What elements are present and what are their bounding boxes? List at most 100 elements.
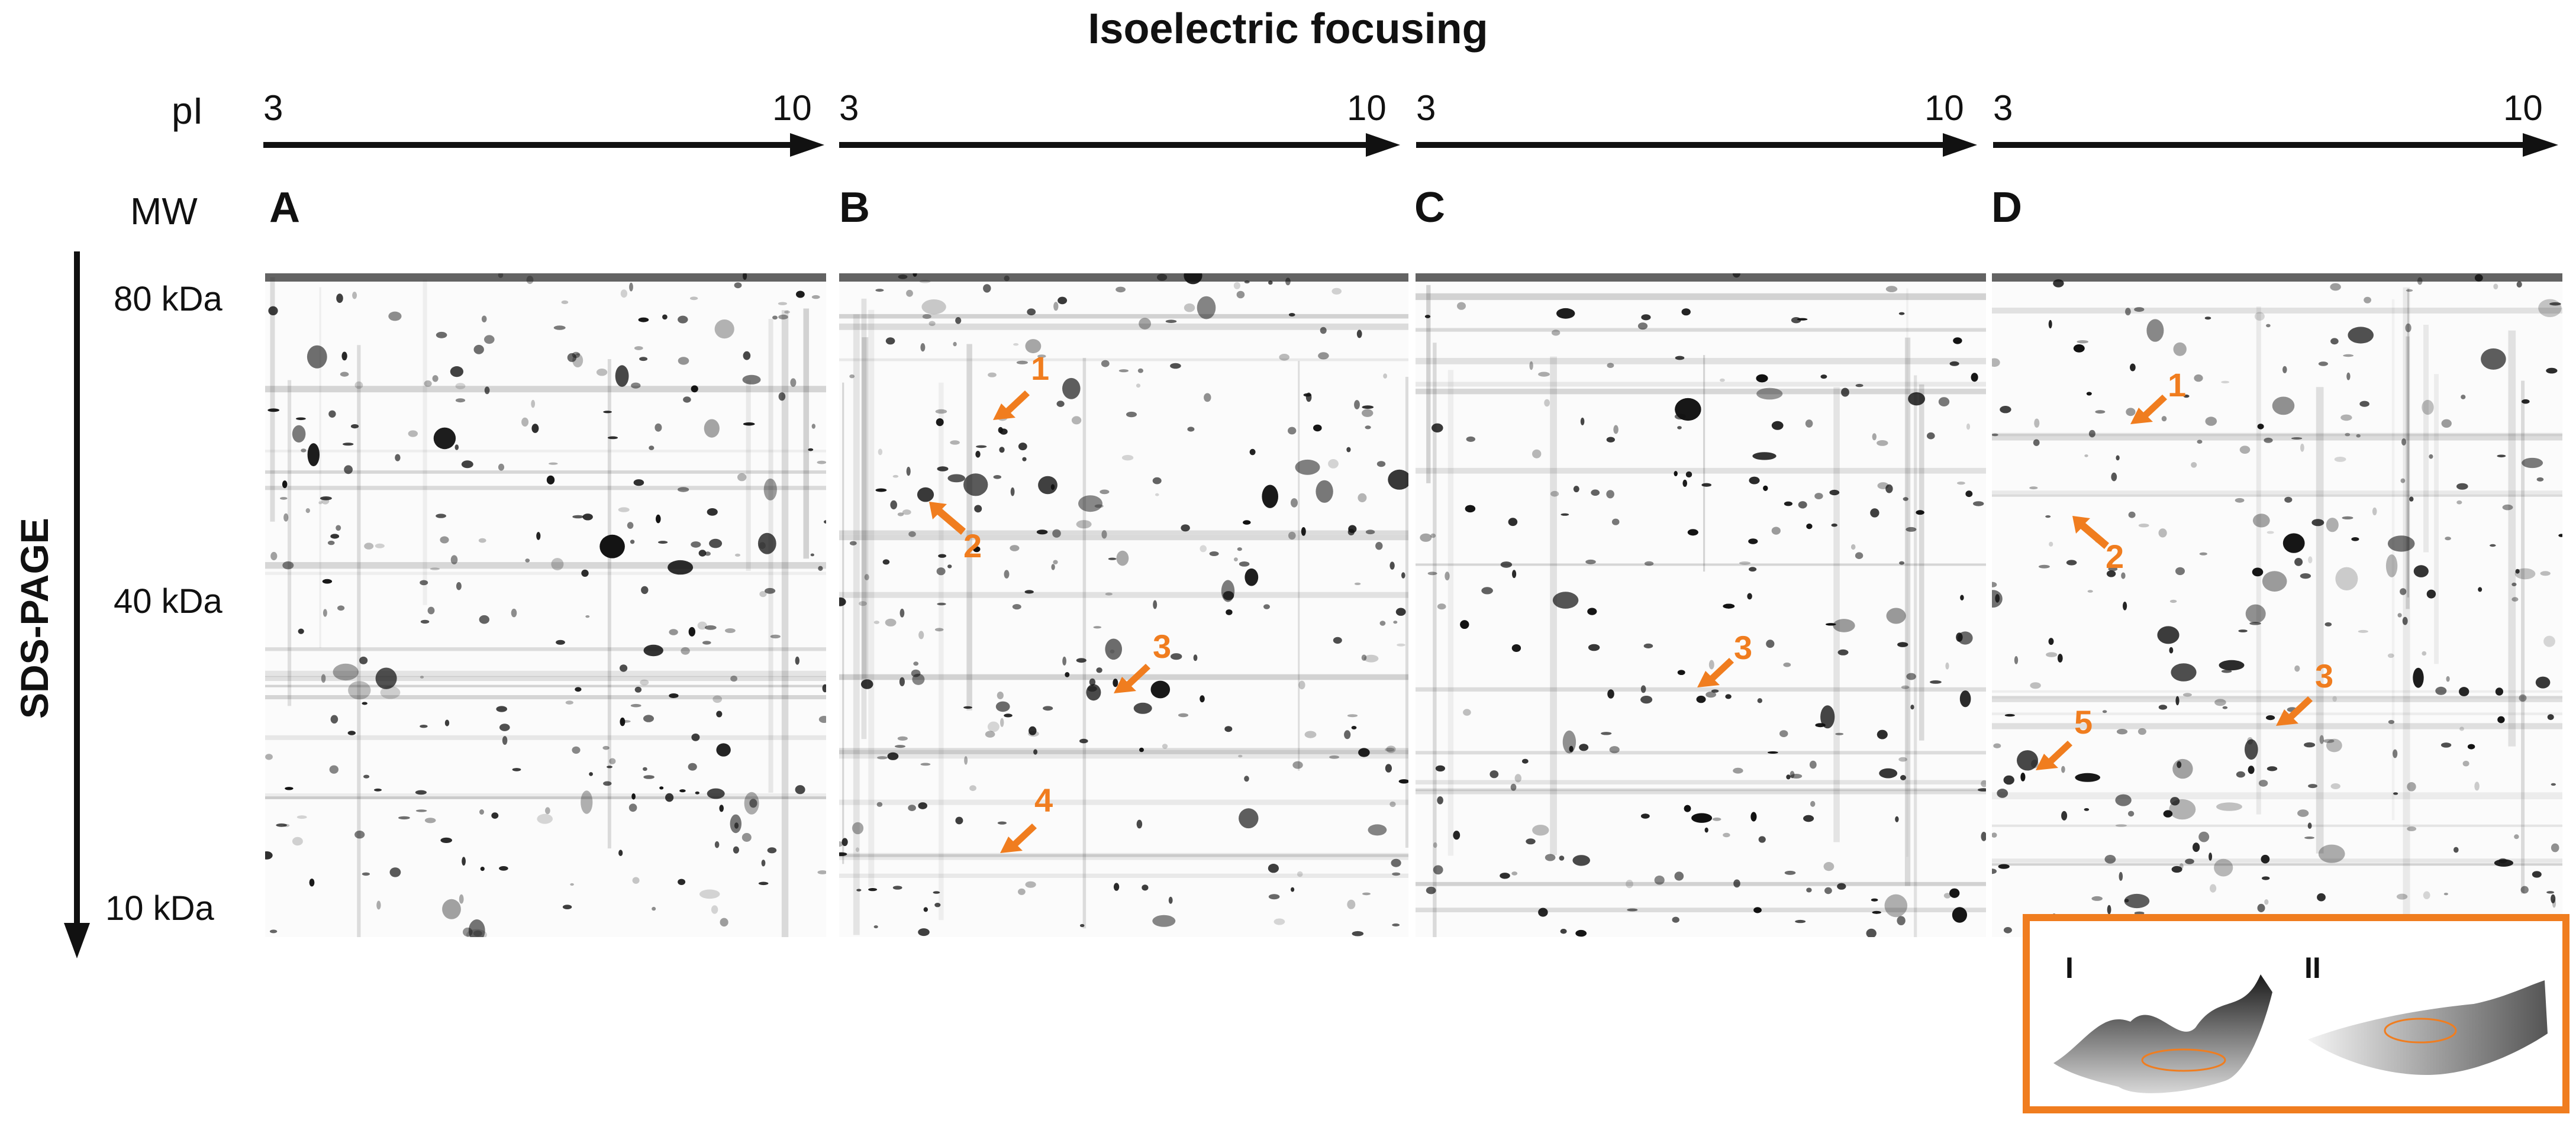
gel-spot: [1347, 528, 1355, 535]
gel-spot: [730, 814, 741, 834]
gel-spot: [2222, 706, 2228, 709]
gel-spot: [1588, 644, 1600, 651]
gel-spot: [456, 582, 462, 590]
gel-spot: [481, 315, 487, 322]
gel-spot: [484, 386, 490, 395]
gel-spot: [1236, 290, 1245, 299]
gel-spot: [270, 551, 278, 561]
gel-band: [839, 750, 1408, 754]
gel-spot: [1171, 653, 1182, 660]
gel-spot: [1879, 768, 1898, 779]
gel-spot: [2173, 342, 2187, 356]
gel-spot: [935, 409, 947, 414]
gel-spot: [1152, 477, 1162, 485]
gel-spot: [1301, 527, 1306, 536]
gel-spot: [1197, 296, 1216, 319]
gel-spot: [1677, 670, 1685, 675]
gel-spot: [1837, 883, 1846, 890]
gel-spot: [615, 365, 629, 387]
gel-spot: [1872, 433, 1877, 441]
gel-spot: [1365, 425, 1371, 430]
gel-spot: [1344, 730, 1351, 740]
gel-spot: [1752, 452, 1777, 460]
pi-arrow-C: [1416, 133, 1977, 157]
gel-spot: [2199, 552, 2207, 556]
gel-band: [839, 854, 1408, 857]
gel-spot: [265, 851, 273, 860]
sds-page-arrow: [64, 251, 90, 958]
gel-spot: [885, 337, 895, 345]
gel-spot: [479, 615, 489, 624]
gel-spot: [2169, 799, 2196, 820]
gel-spot: [969, 785, 976, 792]
gel-spot: [1855, 383, 1864, 387]
gel-streak: [781, 310, 789, 937]
gel-spot: [1898, 312, 1905, 315]
gel-spot: [2422, 651, 2427, 656]
gel-spot: [420, 619, 430, 624]
gel-spot: [1708, 660, 1714, 670]
gel-spot: [440, 536, 449, 544]
gel-spot: [1756, 374, 1768, 383]
gel-spot: [1076, 520, 1092, 529]
gel-spot: [1885, 286, 1898, 292]
gel-spot: [1897, 642, 1908, 647]
gel-band: [1416, 881, 1986, 886]
gel-spot: [1966, 423, 1971, 430]
gel-spot: [1587, 608, 1597, 615]
gel-spot: [1320, 327, 1327, 334]
gel-spot: [607, 436, 618, 440]
gel-spot: [681, 647, 690, 655]
gel-spot: [2435, 686, 2447, 695]
gel-spot: [1766, 640, 1775, 648]
gel-spot: [1691, 813, 1713, 823]
pi-end-C: 10: [1924, 88, 1964, 128]
marker-label: 3: [2315, 657, 2334, 695]
gel-spot: [1181, 524, 1190, 532]
gel-spot: [899, 677, 905, 686]
gel-spot: [1279, 354, 1289, 361]
gel-band: [1992, 433, 2562, 441]
gel-spot: [1723, 832, 1730, 838]
gel-spot: [2221, 669, 2232, 673]
gel-spot: [455, 398, 466, 403]
gel-streak: [2406, 336, 2410, 609]
gel-spot: [1105, 638, 1122, 660]
gel-streak: [1833, 387, 1840, 842]
gel-spot: [1153, 600, 1158, 609]
gel-spot: [2346, 372, 2351, 380]
gel-spot: [531, 424, 539, 433]
gel-spot: [1362, 409, 1374, 417]
gel-spot: [1826, 623, 1836, 626]
gel-spot: [859, 601, 867, 606]
gel-spot: [2546, 367, 2558, 374]
gel-spot: [1115, 286, 1126, 293]
gel-spot: [499, 724, 510, 731]
gel-spot: [2474, 782, 2480, 791]
gel-spot: [455, 383, 466, 389]
gel-spot: [876, 802, 883, 807]
gel-spot: [322, 579, 333, 584]
marker-arrow-icon: [1697, 658, 1734, 687]
gel-spot: [2440, 742, 2452, 748]
gel-spot: [716, 743, 731, 757]
gel-spot: [737, 473, 747, 482]
gel-spot: [343, 443, 354, 446]
gel-spot: [2461, 395, 2466, 399]
gel-spot: [1823, 862, 1835, 871]
gel-spot: [679, 789, 686, 793]
gel-spot: [1701, 483, 1711, 487]
gel-spot: [2146, 319, 2164, 342]
gel-spot: [1685, 471, 1692, 478]
gel-spot: [1233, 282, 1240, 289]
gel-spot: [849, 374, 855, 379]
gel-spot: [2401, 438, 2406, 445]
gel-streak: [842, 382, 844, 864]
marker-arrow-icon: [2276, 696, 2313, 726]
gel-spot: [2294, 558, 2303, 566]
gel-spot: [2245, 739, 2258, 760]
gel-spot: [2084, 808, 2090, 811]
gel-spot: [1831, 523, 1837, 527]
gel-spot: [1809, 760, 1817, 769]
gel-spot: [1544, 399, 1550, 407]
